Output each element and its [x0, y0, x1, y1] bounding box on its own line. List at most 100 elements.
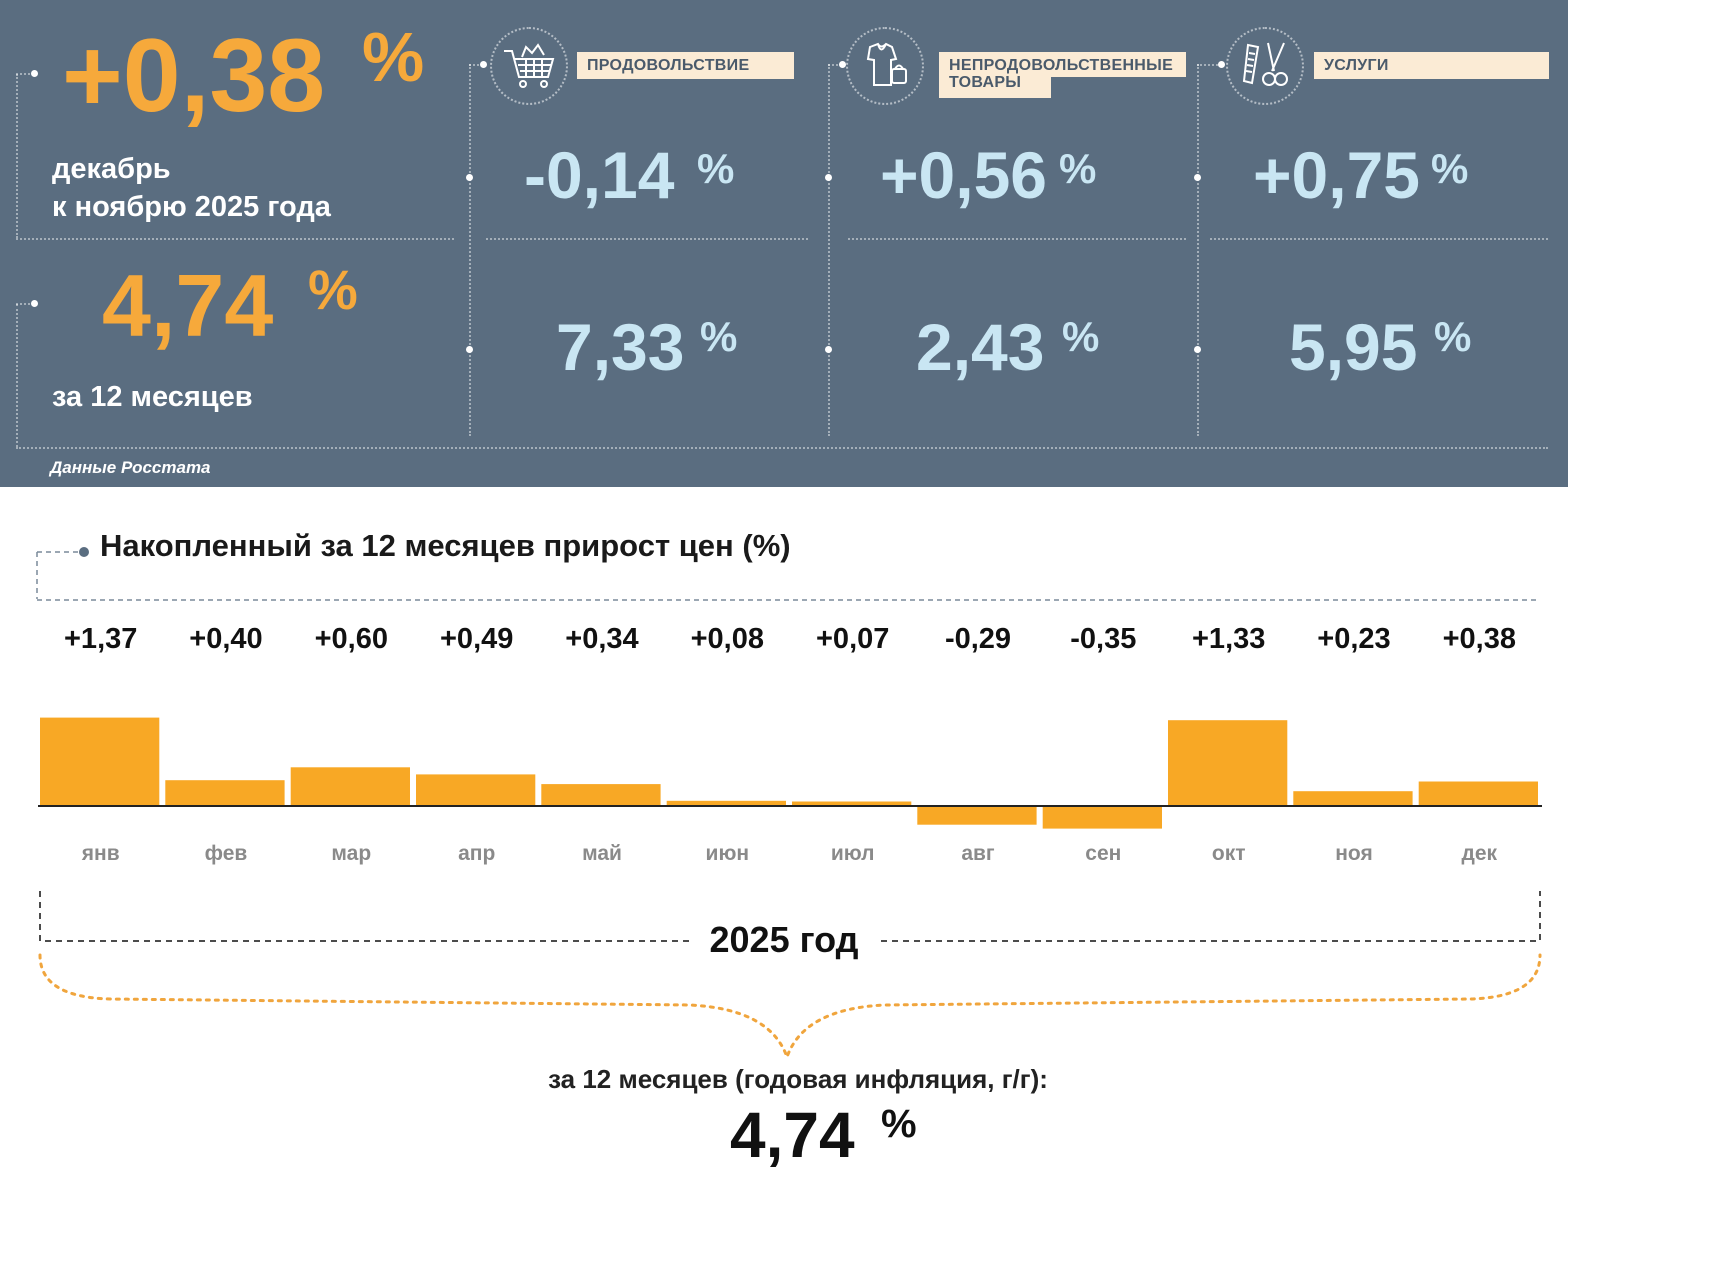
year-bracket: [39, 891, 1541, 942]
monthly-unit: %: [362, 18, 425, 96]
bar-фев: [165, 780, 285, 806]
divider: [469, 64, 483, 66]
chart-decorations: [36, 547, 1542, 1062]
chart-title: Накопленный за 12 месяцев прирост цен (%…: [100, 528, 791, 563]
divider: [16, 447, 1548, 449]
bar-окт: [1168, 720, 1288, 806]
food-icon-circle: [490, 27, 568, 105]
category-label: мар: [331, 842, 371, 865]
year-label-wrap: 2025 год: [0, 919, 1568, 961]
summary-brace: [38, 953, 1542, 1062]
monthly-value: +0,38: [62, 18, 326, 134]
bullet-dot: [31, 70, 38, 77]
divider: [16, 74, 18, 238]
bar-апр: [416, 774, 536, 806]
category-label: окт: [1212, 842, 1246, 865]
divider: [1197, 64, 1221, 66]
monthly-caption: декабрь к ноябрю 2025 года: [52, 150, 331, 226]
food-monthly-value: -0,14: [524, 138, 675, 212]
bar-янв: [40, 717, 160, 806]
value-label: -0,35: [1070, 623, 1136, 655]
annual-caption: за 12 месяцев: [52, 381, 253, 413]
bullet-dot: [839, 61, 846, 68]
value-label: +0,38: [1443, 623, 1516, 655]
value-label: +0,60: [315, 623, 388, 655]
category-label-services: УСЛУГИ: [1314, 52, 1549, 79]
year-label: 2025 год: [691, 919, 877, 960]
value-label: +1,37: [64, 623, 137, 655]
bullet-dot: [825, 346, 832, 353]
divider: [16, 304, 18, 447]
shopping-cart-icon: [504, 43, 555, 88]
divider: [1210, 238, 1548, 240]
value-label: -0,29: [945, 623, 1011, 655]
bar-июл: [792, 801, 912, 806]
bar-ноя: [1293, 791, 1413, 806]
bar-авг: [917, 806, 1037, 825]
food-monthly-unit: %: [697, 145, 735, 192]
value-label: +0,34: [565, 623, 638, 655]
nonfood-annual-value: 2,43: [916, 310, 1045, 384]
category-label-nonfood-line2: ТОВАРЫ: [939, 74, 1051, 98]
food-annual-value: 7,33: [556, 310, 685, 384]
category-label-nonfood: НЕПРОДОВОЛЬСТВЕННЫЕ: [939, 52, 1186, 77]
value-label: +0,49: [440, 623, 513, 655]
value-label: +0,07: [816, 623, 889, 655]
bullet-dot: [1218, 61, 1225, 68]
category-label: янв: [81, 842, 120, 865]
nonfood-icon-circle: [846, 27, 924, 105]
value-label: +0,08: [691, 623, 764, 655]
value-label: +0,40: [189, 623, 262, 655]
category-label-nonfood-line1: НЕПРОДОВОЛЬСТВЕННЫЕ: [949, 57, 1174, 74]
services-annual-unit: %: [1434, 313, 1472, 360]
bullet-dot: [466, 174, 473, 181]
title-bullet-dot: [79, 547, 89, 557]
bullet-dot: [1194, 346, 1201, 353]
category-label: апр: [458, 842, 495, 865]
services-annual-value: 5,95: [1289, 310, 1418, 384]
bar-сен: [1042, 806, 1162, 829]
divider: [16, 238, 454, 240]
services-monthly-unit: %: [1431, 145, 1469, 192]
monthly-caption-line1: декабрь: [52, 153, 171, 185]
divider: [486, 238, 808, 240]
annual-unit: %: [308, 258, 358, 321]
summary-label: за 12 месяцев (годовая инфляция, г/г):: [548, 1064, 1048, 1094]
divider: [469, 64, 471, 436]
monthly-caption-line2: к ноябрю 2025 года: [52, 191, 331, 223]
source-note: Данные Росстата: [50, 458, 211, 477]
divider: [848, 238, 1186, 240]
value-label: +0,23: [1317, 623, 1390, 655]
divider: [828, 64, 842, 66]
category-label: дек: [1462, 842, 1498, 865]
bar-май: [541, 784, 661, 806]
nonfood-monthly-value: +0,56: [880, 138, 1047, 212]
category-label-food: ПРОДОВОЛЬСТВИЕ: [577, 52, 794, 79]
category-label: сен: [1085, 842, 1121, 865]
divider: [16, 73, 34, 75]
value-label: +1,33: [1192, 623, 1265, 655]
category-label: май: [582, 842, 622, 865]
divider: [16, 303, 34, 305]
bar-мар: [290, 767, 410, 806]
food-annual-unit: %: [700, 313, 738, 360]
bar-июн: [666, 800, 786, 806]
services-icon-circle: [1226, 27, 1304, 105]
monthly-headline: +0,38: [62, 24, 325, 128]
clothing-bag-icon: [866, 42, 907, 86]
scissors-comb-icon: [1242, 42, 1288, 86]
bar-дек: [1418, 781, 1538, 806]
bullet-dot: [31, 300, 38, 307]
annual-value: 4,74: [102, 256, 274, 355]
nonfood-annual-unit: %: [1062, 313, 1100, 360]
divider: [1197, 64, 1199, 436]
summary-panel: +0,38 % декабрь к ноябрю 2025 года 4,74 …: [0, 0, 1568, 487]
services-monthly-value: +0,75: [1253, 138, 1420, 212]
category-label: июн: [706, 842, 750, 865]
divider: [828, 64, 830, 436]
summary-unit: %: [881, 1102, 917, 1146]
category-label: авг: [961, 842, 995, 865]
bullet-dot: [480, 61, 487, 68]
summary-value: 4,74: [730, 1099, 855, 1171]
category-label: июл: [831, 842, 875, 865]
